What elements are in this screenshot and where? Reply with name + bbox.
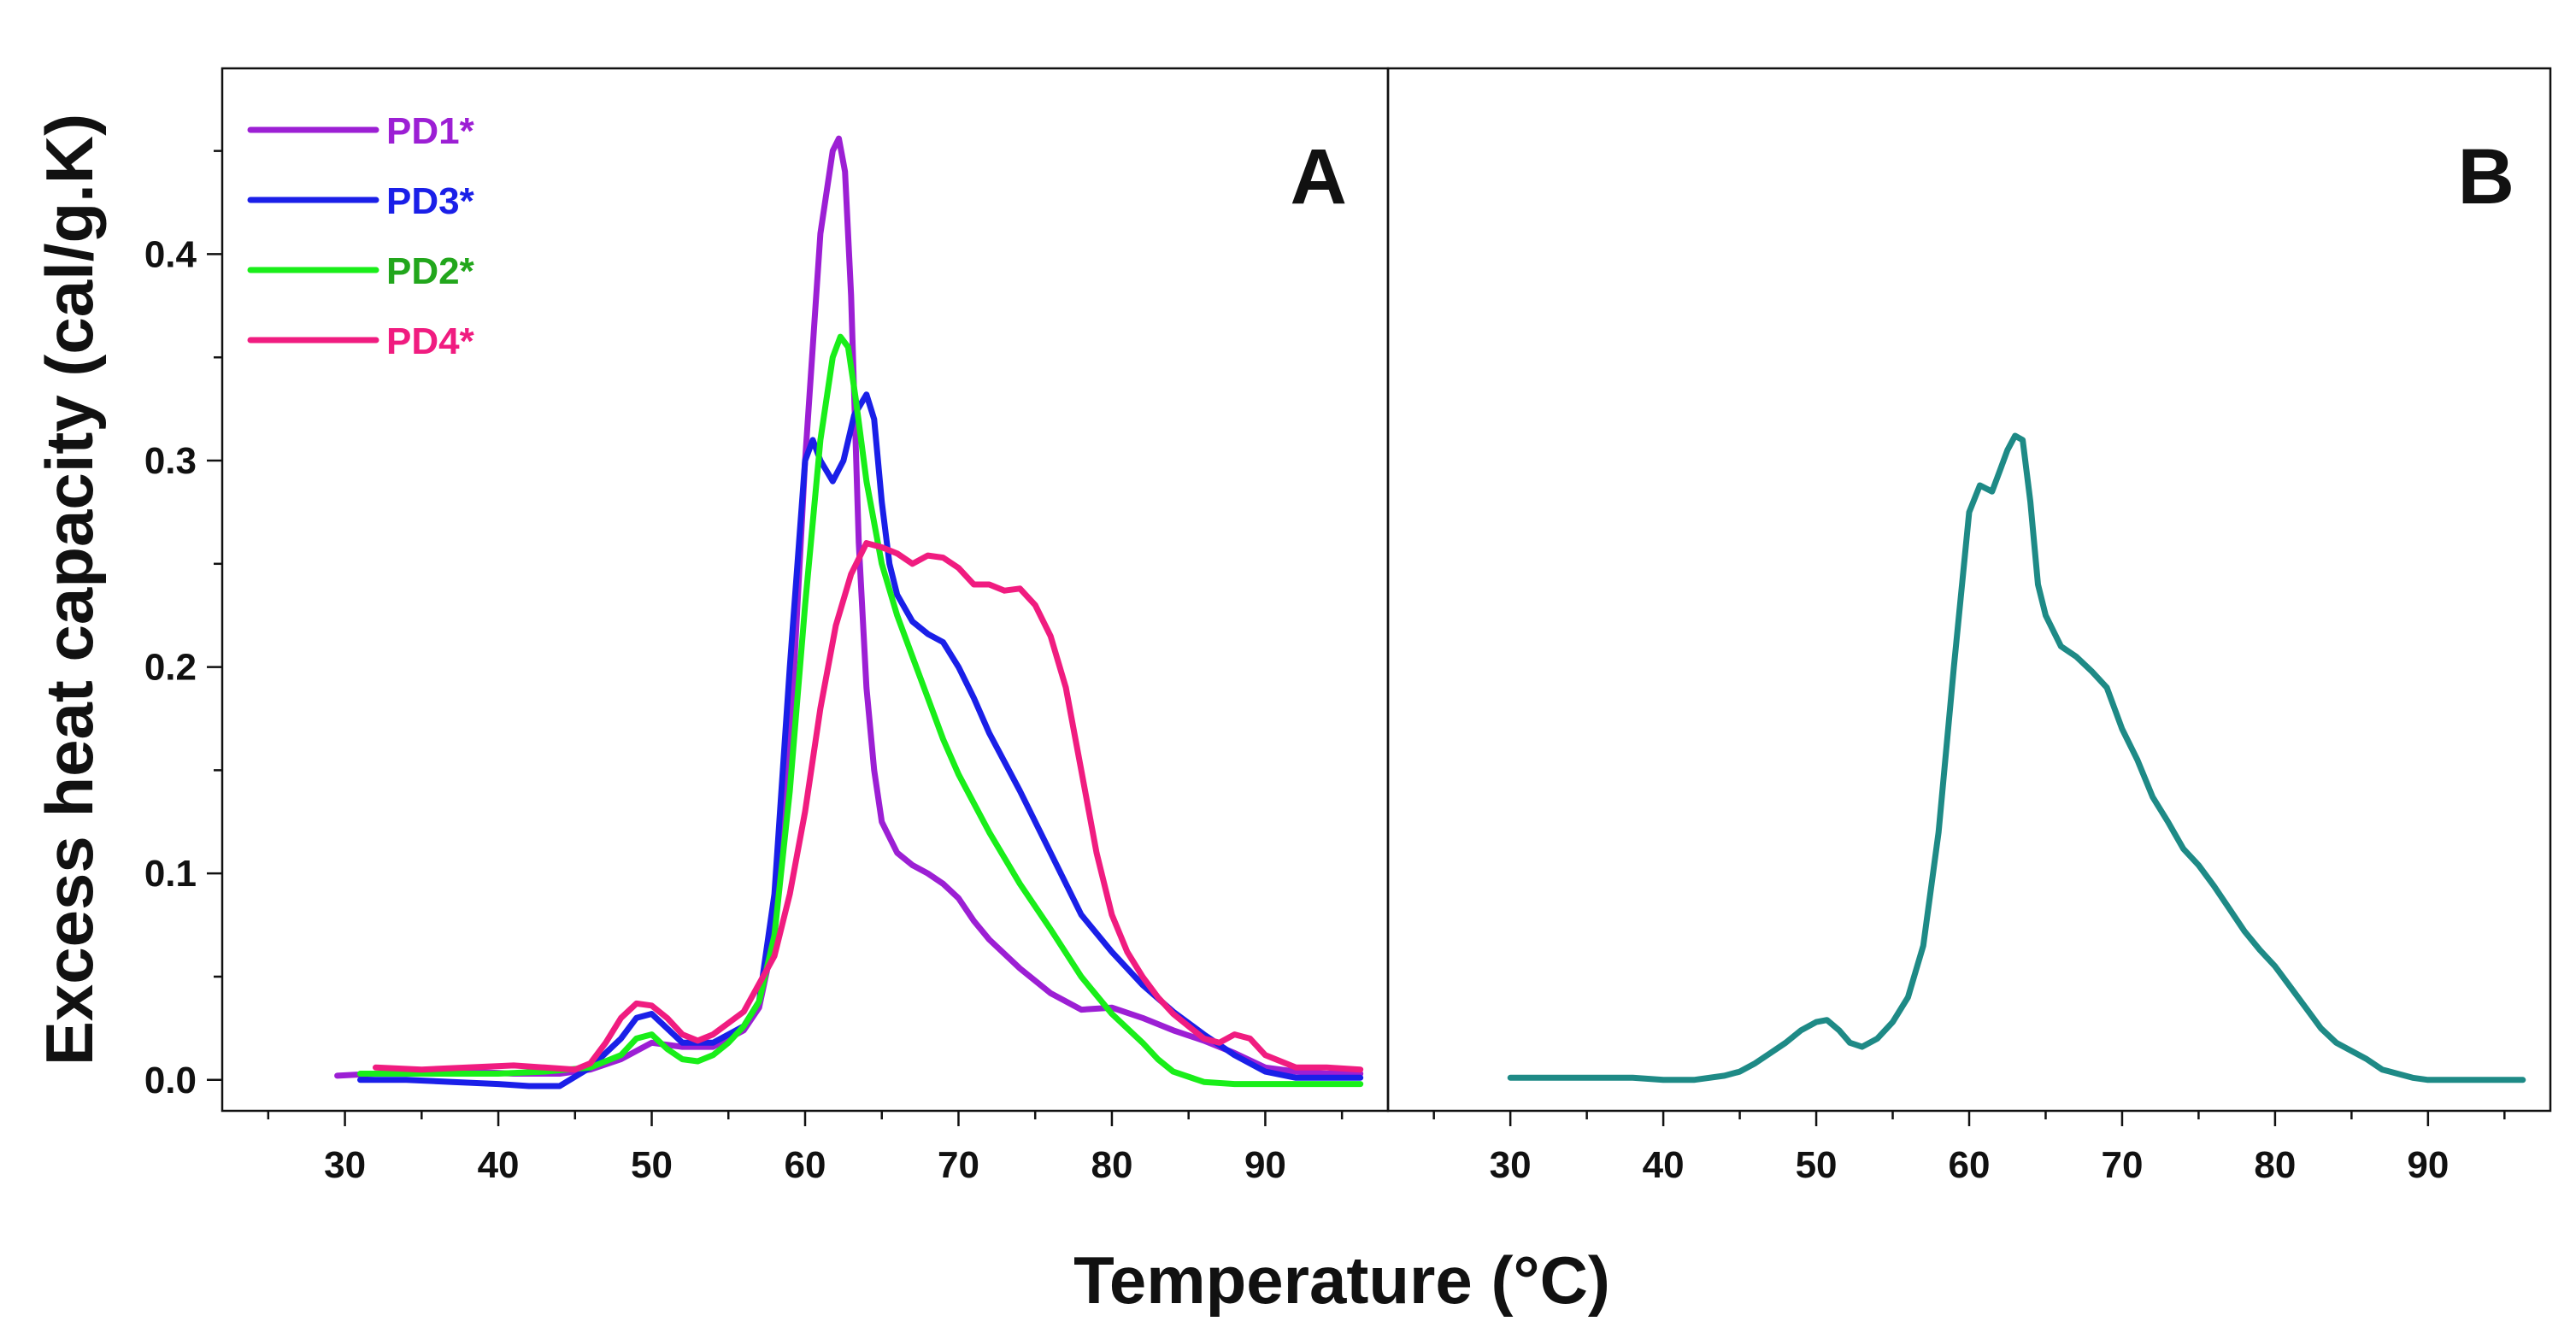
panel-a-label: A (1291, 133, 1347, 220)
x-tick-label: 40 (1643, 1144, 1685, 1186)
y-tick-label: 0.0 (144, 1060, 197, 1101)
series-line-pd2 (357, 391, 1364, 1089)
x-tick-label: 50 (631, 1144, 673, 1186)
series-line-pd3 (357, 333, 1364, 1088)
series-line-pd1 (334, 135, 1364, 1079)
panel-a-ticks: 30 40 50 60 70 80 90 0.0 0.1 0.2 0.3 0.4 (144, 150, 1344, 1186)
series-line-sum (1507, 432, 2526, 1083)
x-tick-label: 70 (2101, 1144, 2143, 1186)
x-tick-label: 90 (1244, 1144, 1286, 1186)
x-tick-label: 60 (785, 1144, 826, 1186)
x-tick-label: 30 (324, 1144, 366, 1186)
y-tick-label: 0.2 (144, 647, 197, 689)
x-tick-label: 30 (1490, 1144, 1532, 1186)
x-tick-label: 50 (1796, 1144, 1838, 1186)
legend: PD1* PD3* PD2* PD4* (247, 110, 475, 362)
x-tick-label: 90 (2407, 1144, 2449, 1186)
x-tick-label: 60 (1949, 1144, 1991, 1186)
x-tick-label: 40 (478, 1144, 520, 1186)
panel-a-series (334, 135, 1364, 1089)
panel-b-ticks: 30 40 50 60 70 80 90 (1432, 1111, 2506, 1186)
legend-label: PD4* (386, 320, 475, 362)
x-tick-label: 70 (938, 1144, 979, 1186)
x-tick-label: 80 (1091, 1144, 1132, 1186)
y-axis-title: Excess heat capacity (cal/g.K) (32, 114, 107, 1066)
series-line-pd4 (373, 540, 1364, 1073)
panel-b-label: B (2458, 133, 2514, 220)
y-tick-label: 0.3 (144, 440, 197, 482)
y-tick-label: 0.4 (144, 233, 197, 275)
x-axis-title: Temperature (°C) (1073, 1242, 1610, 1318)
legend-label: PD3* (386, 180, 475, 222)
panel-b-series (1507, 432, 2526, 1083)
legend-label: PD1* (386, 110, 475, 152)
y-tick-label: 0.1 (144, 853, 197, 895)
legend-label: PD2* (386, 250, 475, 292)
x-tick-label: 80 (2254, 1144, 2296, 1186)
